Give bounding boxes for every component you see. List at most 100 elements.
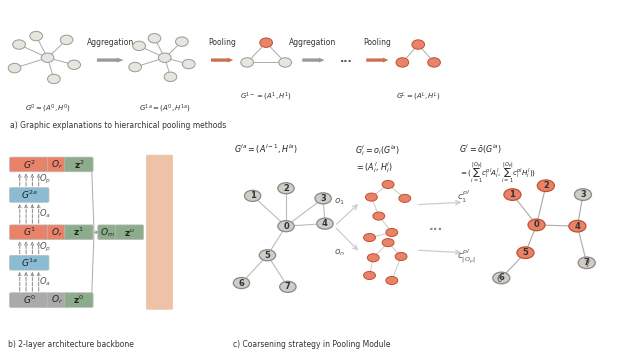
- Text: $= (\sum_{i=1}^{|O_p|} c_i^{pl} A_i^l, \sum_{i=1}^{|O_p|} c_i^{pl} H_i^l))$: $= (\sum_{i=1}^{|O_p|} c_i^{pl} A_i^l, \…: [459, 160, 536, 186]
- FancyBboxPatch shape: [115, 225, 143, 240]
- Text: c) Coarsening strategy in Pooling Module: c) Coarsening strategy in Pooling Module: [232, 340, 390, 349]
- Text: Pooling: Pooling: [363, 38, 391, 47]
- Circle shape: [47, 74, 60, 84]
- Text: $G^2$: $G^2$: [22, 158, 36, 171]
- Circle shape: [569, 220, 586, 232]
- FancyBboxPatch shape: [47, 157, 67, 172]
- Text: Aggregation: Aggregation: [86, 38, 134, 47]
- Text: 4: 4: [575, 222, 580, 231]
- Text: $O_p$: $O_p$: [39, 241, 51, 254]
- Circle shape: [60, 35, 73, 44]
- Text: 0: 0: [283, 222, 289, 231]
- Circle shape: [129, 62, 141, 72]
- FancyArrow shape: [366, 58, 388, 62]
- Text: 6: 6: [497, 275, 502, 284]
- Circle shape: [278, 183, 294, 194]
- Text: $O_m$: $O_m$: [100, 226, 115, 239]
- Circle shape: [575, 189, 591, 200]
- FancyBboxPatch shape: [47, 293, 67, 308]
- Circle shape: [30, 31, 42, 41]
- Text: 6: 6: [499, 274, 504, 282]
- Text: 7: 7: [584, 260, 589, 269]
- Text: 7: 7: [285, 282, 291, 291]
- Text: 2: 2: [283, 184, 289, 193]
- Text: $= (A_i^l, H_i^l)$: $= (A_i^l, H_i^l)$: [355, 160, 392, 175]
- FancyBboxPatch shape: [98, 225, 116, 240]
- Circle shape: [364, 271, 376, 279]
- Text: Pooling: Pooling: [208, 38, 236, 47]
- Text: ...: ...: [381, 234, 396, 247]
- Text: $c_{|O_p|}^{pl}$: $c_{|O_p|}^{pl}$: [457, 247, 475, 266]
- Circle shape: [528, 219, 545, 231]
- FancyArrow shape: [302, 58, 324, 62]
- Text: $G^1$: $G^1$: [22, 226, 36, 239]
- Text: 4: 4: [322, 219, 328, 228]
- FancyBboxPatch shape: [65, 225, 93, 240]
- Circle shape: [386, 277, 397, 284]
- Text: 3: 3: [320, 194, 326, 203]
- FancyBboxPatch shape: [65, 293, 93, 308]
- Text: $G^L = (A^L, H^L)$: $G^L = (A^L, H^L)$: [396, 91, 440, 103]
- Circle shape: [428, 58, 440, 67]
- Text: 6: 6: [239, 279, 244, 287]
- Circle shape: [578, 257, 595, 269]
- Circle shape: [13, 40, 26, 49]
- FancyBboxPatch shape: [47, 225, 67, 240]
- Text: $\mathbf{z}^0$: $\mathbf{z}^0$: [74, 294, 84, 306]
- Circle shape: [41, 53, 54, 62]
- Text: 5: 5: [522, 248, 529, 257]
- Circle shape: [8, 64, 21, 73]
- Text: $G^{2a}$: $G^{2a}$: [20, 189, 38, 201]
- FancyBboxPatch shape: [10, 157, 49, 172]
- Text: 1: 1: [250, 191, 255, 200]
- Circle shape: [382, 180, 394, 188]
- Circle shape: [364, 234, 376, 242]
- FancyBboxPatch shape: [10, 293, 49, 308]
- Text: $\mathbf{z}^2$: $\mathbf{z}^2$: [74, 158, 84, 171]
- Circle shape: [517, 247, 534, 258]
- Circle shape: [493, 272, 510, 284]
- Text: 1: 1: [509, 190, 515, 199]
- Text: 2: 2: [543, 181, 548, 190]
- Text: $G^0$: $G^0$: [22, 294, 36, 306]
- Circle shape: [504, 189, 521, 200]
- Text: $G^l = \bar{o}(G^{la})$: $G^l = \bar{o}(G^{la})$: [459, 143, 502, 156]
- Circle shape: [315, 193, 332, 204]
- Text: Aggregation: Aggregation: [289, 38, 337, 47]
- Text: $c_1^{pl}$: $c_1^{pl}$: [457, 189, 470, 205]
- Text: $o_1$: $o_1$: [334, 197, 346, 207]
- FancyBboxPatch shape: [10, 188, 49, 202]
- Text: $\mathbf{z}^u$: $\mathbf{z}^u$: [124, 227, 135, 238]
- Circle shape: [396, 58, 409, 67]
- Circle shape: [367, 254, 379, 262]
- Text: a) Graphic explanations to hierarchical pooling methods: a) Graphic explanations to hierarchical …: [10, 121, 226, 130]
- FancyArrow shape: [211, 58, 233, 62]
- Circle shape: [132, 41, 145, 51]
- Circle shape: [260, 38, 273, 47]
- Circle shape: [412, 40, 424, 49]
- Circle shape: [399, 194, 411, 203]
- FancyBboxPatch shape: [146, 155, 173, 310]
- Text: ...: ...: [429, 219, 444, 233]
- Circle shape: [386, 229, 397, 236]
- Text: $G^{la} = (A^{l-1}, H^{la})$: $G^{la} = (A^{l-1}, H^{la})$: [234, 143, 298, 156]
- Text: $G^{1a} = (A^0, H^{1a})$: $G^{1a} = (A^0, H^{1a})$: [139, 103, 191, 115]
- Text: 0: 0: [534, 221, 540, 229]
- Text: $O_a$: $O_a$: [39, 275, 51, 288]
- Text: $\mathbf{z}^1$: $\mathbf{z}^1$: [74, 226, 84, 239]
- Circle shape: [538, 180, 554, 192]
- Circle shape: [164, 72, 177, 82]
- Text: $O_r$: $O_r$: [51, 226, 63, 239]
- Text: $O_r$: $O_r$: [51, 294, 63, 306]
- FancyBboxPatch shape: [10, 256, 49, 270]
- FancyArrow shape: [97, 58, 124, 62]
- Text: $O_r$: $O_r$: [51, 158, 63, 171]
- Text: $G_i^l = o_i(G^{la})$: $G_i^l = o_i(G^{la})$: [355, 143, 399, 158]
- Circle shape: [373, 212, 385, 220]
- Circle shape: [175, 37, 188, 46]
- Text: $G^0 = (A^0, H^0)$: $G^0 = (A^0, H^0)$: [24, 103, 70, 115]
- Circle shape: [148, 34, 161, 43]
- Circle shape: [182, 59, 195, 69]
- Circle shape: [365, 193, 378, 201]
- Text: 7: 7: [584, 258, 589, 267]
